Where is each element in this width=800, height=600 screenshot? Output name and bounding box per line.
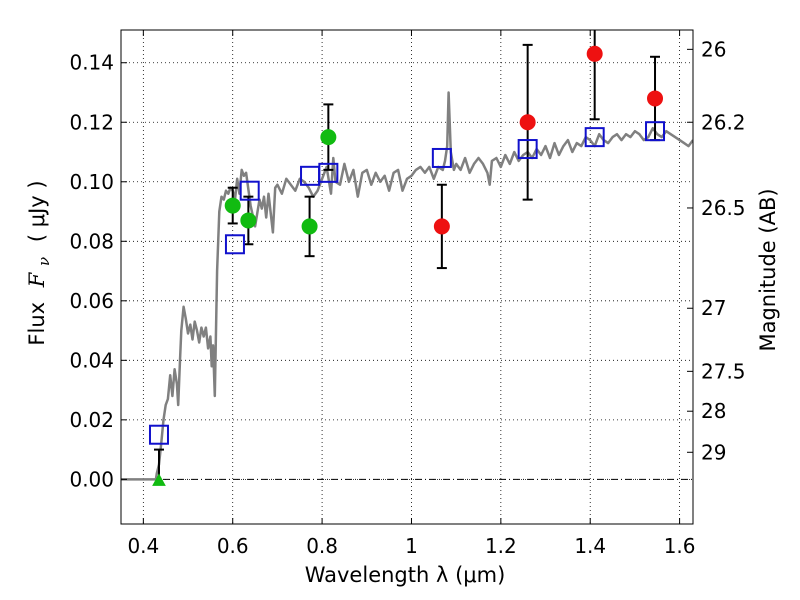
observed-point-green xyxy=(240,212,257,229)
model-photometry-square xyxy=(318,162,339,183)
observed-point-red xyxy=(433,218,450,235)
y2-tick-label: 26.2 xyxy=(701,110,746,134)
observed-point-green xyxy=(224,197,241,214)
y2-axis-label: Magnitude (AB) xyxy=(756,188,780,351)
axis-ticks xyxy=(121,30,693,524)
y-axis-label-unit: ( μJy ) xyxy=(25,180,49,242)
y-axis-label: Flux F ν ( μJy ) xyxy=(25,180,54,345)
x-tick-label: 1 xyxy=(405,534,418,558)
model-photometry-square xyxy=(239,180,260,201)
model-photometry-square xyxy=(517,139,538,160)
svg-text:Flux F ν ( μ: Flux F ν ( μJy ) xyxy=(25,180,54,345)
x-axis-label: Wavelength λ (μm) xyxy=(305,563,506,587)
y-tick-label: 0.04 xyxy=(69,348,114,372)
y2-tick-label: 27 xyxy=(701,296,726,320)
y-tick-label: 0.10 xyxy=(69,170,114,194)
model-photometry-square xyxy=(224,234,245,255)
model-photometry-square xyxy=(148,424,169,445)
gridlines xyxy=(121,30,693,524)
model-sed-line xyxy=(121,91,693,481)
y-axis-label-text: Flux xyxy=(25,302,49,346)
x-tick-label: 0.6 xyxy=(217,534,249,558)
model-photometry-square xyxy=(431,147,452,168)
observed-point-red xyxy=(519,114,536,131)
y2-tick-label: 26 xyxy=(701,37,726,61)
observed-point-green xyxy=(301,218,318,235)
observed-point-green xyxy=(320,129,337,146)
y-axis-label-subscript: ν xyxy=(35,257,53,266)
y-tick-label: 0.08 xyxy=(69,229,114,253)
y2-tick-label: 28 xyxy=(701,399,726,423)
y-tick-label: 0.06 xyxy=(69,289,114,313)
y2-tick-label: 26.5 xyxy=(701,196,746,220)
plot-frame xyxy=(120,29,694,525)
x-tick-label: 1.6 xyxy=(664,534,696,558)
x-tick-label: 0.8 xyxy=(306,534,338,558)
y-tick-label: 0.14 xyxy=(69,51,114,75)
tick-labels: 0.4 0.6 0.8 1 1.2 1.4 1.6 0.00 0.02 0.04 0.06 0.08 0… xyxy=(69,37,745,558)
upper-limit-marker xyxy=(152,473,166,486)
observed-point-red xyxy=(586,45,603,62)
x-tick-label: 1.2 xyxy=(485,534,517,558)
y2-tick-label: 27.5 xyxy=(701,359,746,383)
observed-point-red xyxy=(647,90,664,107)
model-photometry-square xyxy=(645,121,666,142)
y-tick-label: 0.12 xyxy=(69,110,114,134)
x-tick-label: 0.4 xyxy=(127,534,159,558)
y-axis-label-symbol: F xyxy=(25,271,49,288)
x-tick-label: 1.4 xyxy=(574,534,606,558)
model-photometry-square xyxy=(584,127,605,148)
y-tick-label: 0.00 xyxy=(69,467,114,491)
y-tick-label: 0.02 xyxy=(69,408,114,432)
y2-tick-label: 29 xyxy=(701,440,726,464)
